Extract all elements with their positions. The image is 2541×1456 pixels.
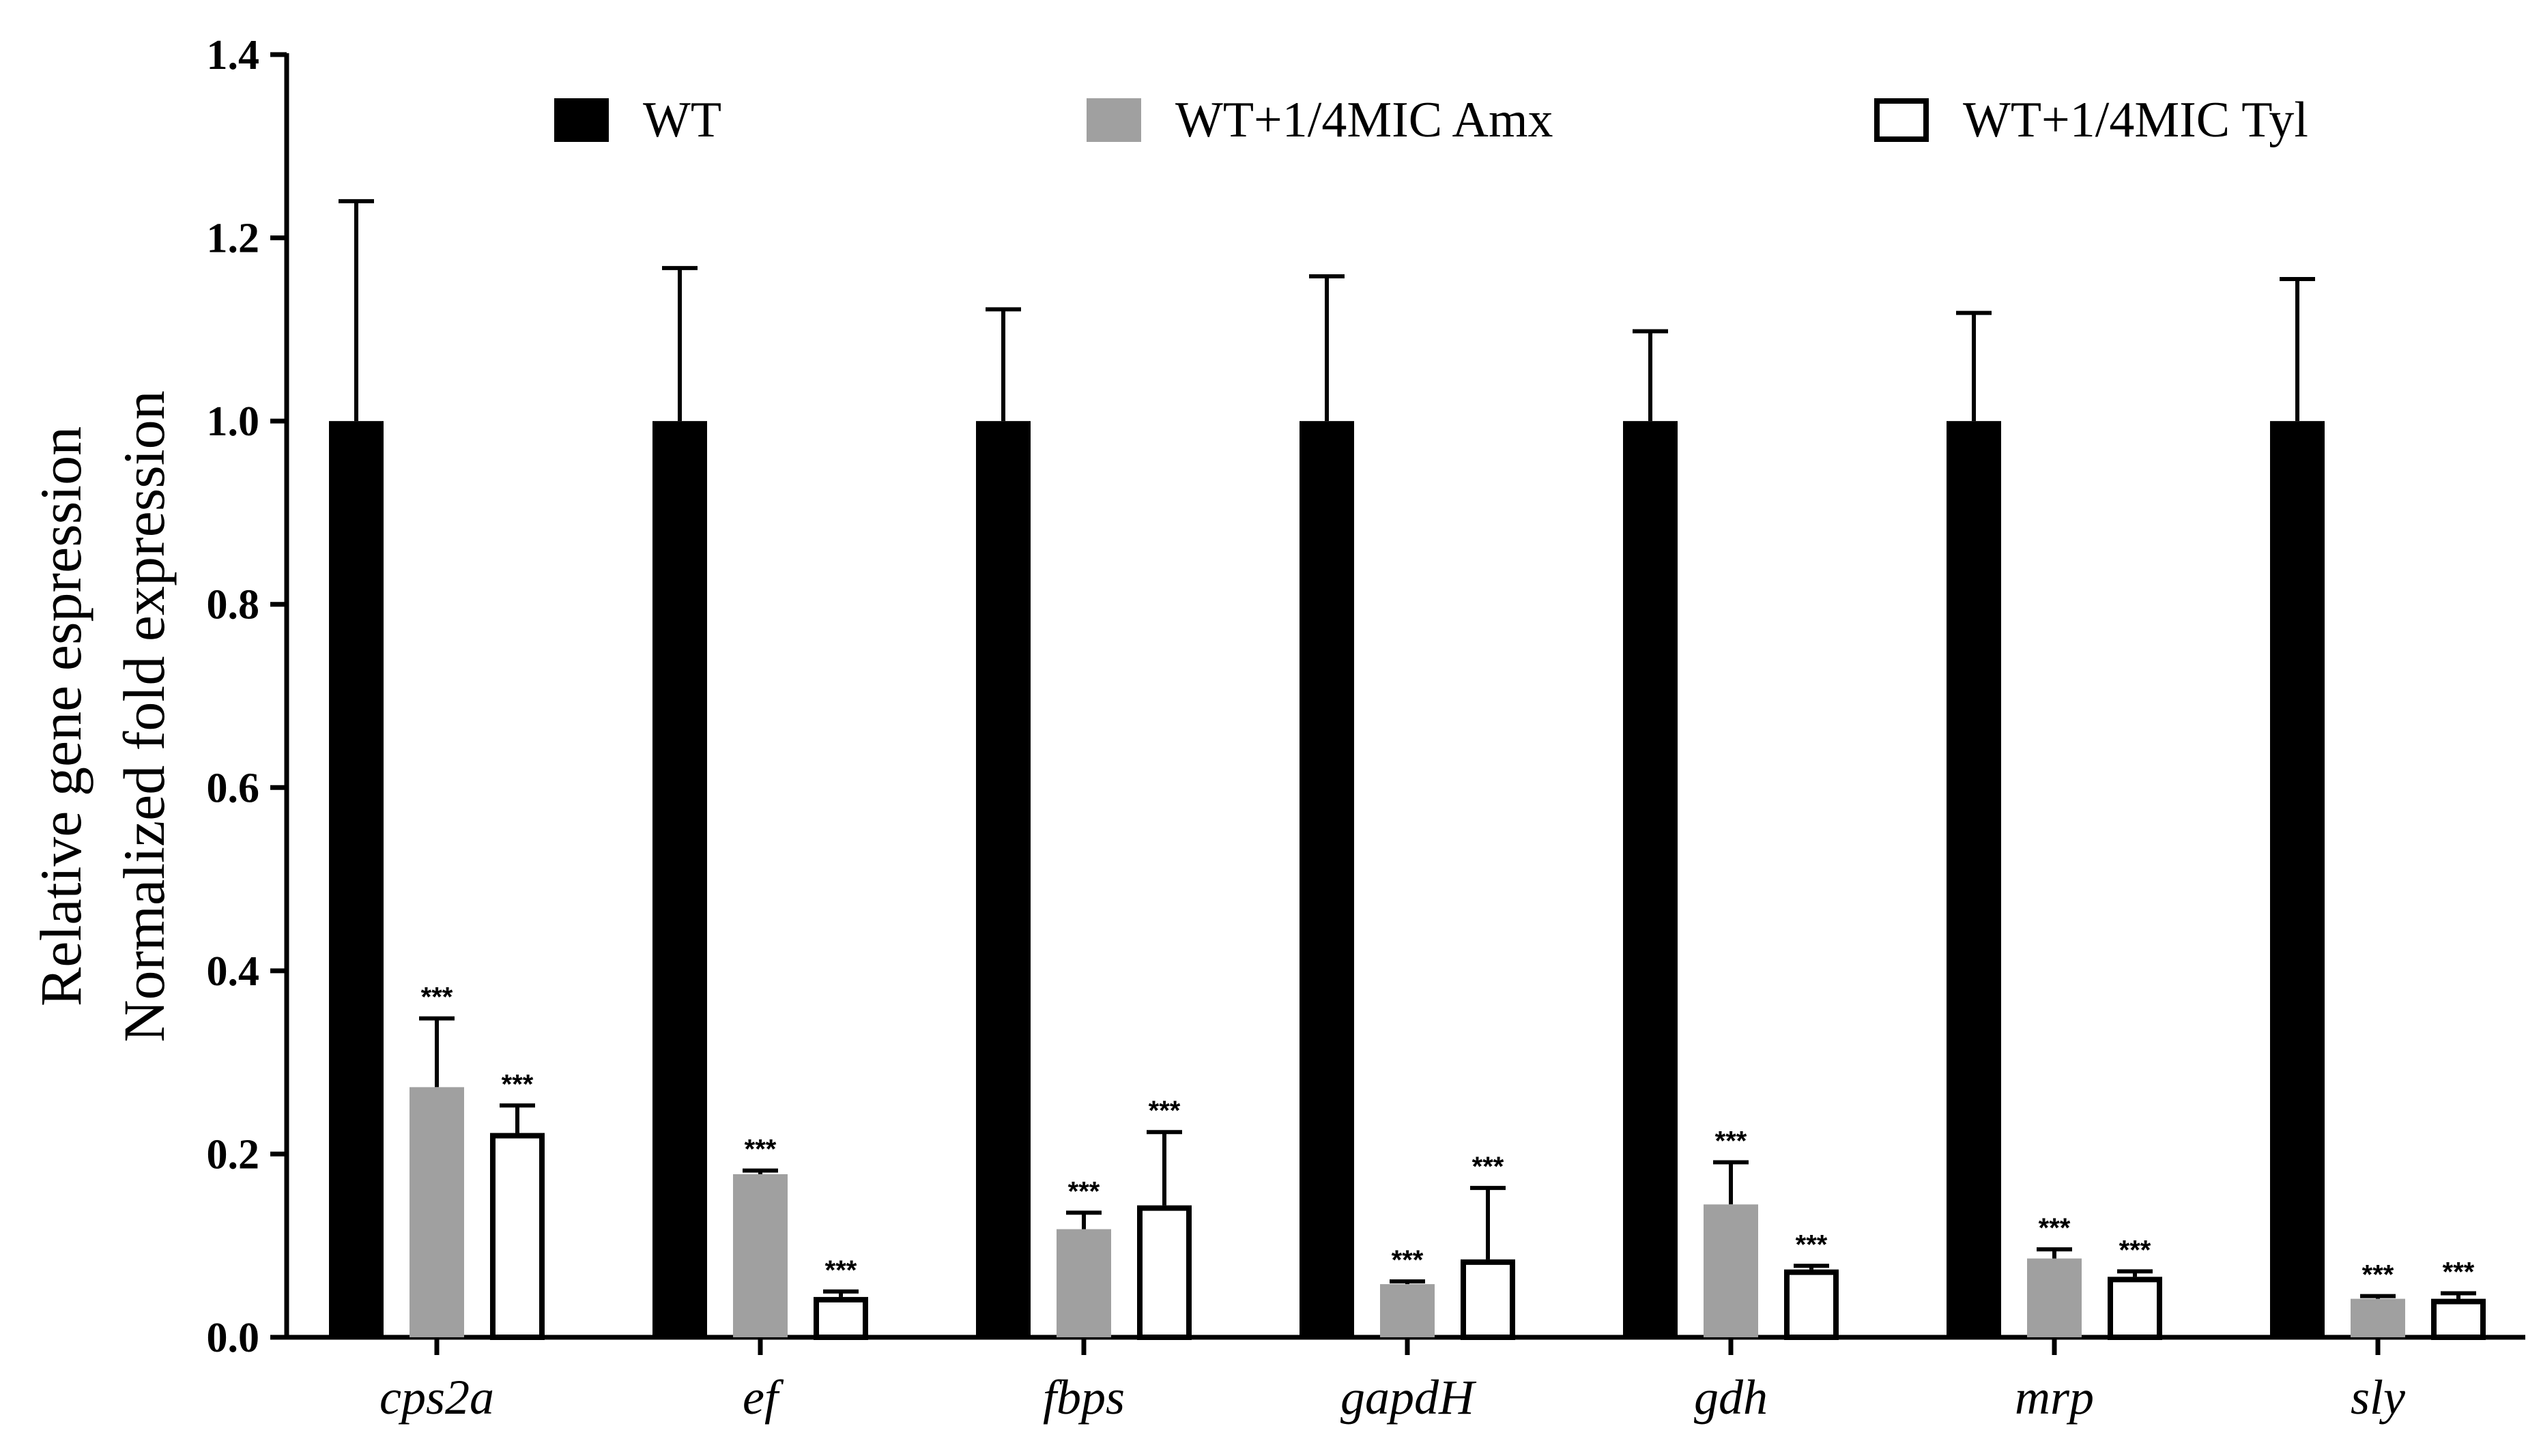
x-tick-label: sly	[2351, 1370, 2405, 1425]
y-axis-label: Relative gene espression Normalized fold …	[28, 390, 177, 1042]
bar-5-1	[2027, 1258, 2082, 1337]
significance-label: ***	[2443, 1257, 2475, 1287]
significance-label: ***	[1715, 1126, 1747, 1156]
significance-label: ***	[825, 1255, 857, 1285]
bar-6-2	[2431, 1298, 2486, 1340]
legend-swatch	[554, 98, 609, 142]
significance-label: ***	[421, 982, 453, 1013]
bar-4-1	[1704, 1204, 1758, 1337]
bar-1-0	[652, 421, 707, 1338]
significance-label: ***	[1068, 1176, 1100, 1206]
x-tick-label: fbps	[1043, 1370, 1125, 1425]
bar-2-2	[1137, 1205, 1192, 1340]
significance-label: ***	[2119, 1235, 2151, 1265]
significance-label: ***	[502, 1069, 534, 1099]
bar-6-1	[2351, 1298, 2405, 1337]
bar-1-2	[814, 1296, 868, 1341]
significance-label: ***	[1392, 1245, 1424, 1275]
significance-label: ***	[1472, 1152, 1504, 1182]
significance-label: ***	[2362, 1260, 2394, 1290]
x-tick-label: mrp	[2015, 1370, 2094, 1425]
bar-3-1	[1380, 1284, 1435, 1337]
axes: 0.0 0.2 0.4 0.6 0.8 1.0 1.2 1.4 cps2a ef fbps gapdH…	[207, 32, 2525, 1425]
y-tick-label: 1.0	[207, 398, 260, 445]
bar-0-1	[410, 1087, 464, 1337]
legend-label: WT+1/4MIC Amx	[1175, 92, 1553, 148]
bar-0-2	[490, 1133, 545, 1340]
bar-4-2	[1784, 1269, 1839, 1340]
bar-5-2	[2108, 1277, 2162, 1341]
significance-label: ***	[1149, 1096, 1181, 1126]
significance-label: ***	[745, 1135, 777, 1165]
y-tick-label: 0.0	[207, 1315, 260, 1361]
bar-0-0	[329, 421, 384, 1338]
x-tick-label: gapdH	[1340, 1370, 1477, 1425]
x-tick-label: cps2a	[379, 1370, 494, 1425]
legend-swatch	[1874, 98, 1929, 142]
y-tick-label: 0.8	[207, 582, 260, 628]
y-tick-label: 0.6	[207, 765, 260, 811]
y-tick-label: 1.2	[207, 216, 260, 262]
x-tick-label: gdh	[1694, 1370, 1768, 1425]
legend-swatch	[1087, 98, 1141, 142]
x-tick-label: ef	[743, 1370, 784, 1425]
bar-6-0	[2270, 421, 2325, 1338]
bar-2-0	[976, 421, 1031, 1338]
bar-5-0	[1947, 421, 2001, 1338]
bars: *** *** *** *** *** *** *** *** *** *** *** *** *** *…	[329, 199, 2486, 1341]
bar-4-0	[1623, 421, 1678, 1338]
y-tick-label: 1.4	[207, 32, 260, 78]
significance-label: ***	[2039, 1213, 2071, 1243]
y-tick-label: 0.4	[207, 948, 260, 995]
bar-1-1	[733, 1174, 788, 1337]
bar-2-1	[1057, 1229, 1111, 1337]
significance-label: ***	[1796, 1229, 1828, 1260]
y-axis-label-line: Relative gene espression	[28, 426, 94, 1006]
bar-3-0	[1300, 421, 1354, 1338]
bar-3-2	[1461, 1259, 1515, 1341]
y-tick-label: 0.2	[207, 1131, 260, 1178]
legend-label: WT+1/4MIC Tyl	[1963, 92, 2308, 148]
legend-label: WT	[643, 92, 721, 148]
y-axis-label-line: Normalized fold expression	[111, 390, 177, 1042]
legend: WT WT+1/4MIC Amx WT+1/4MIC Tyl	[554, 92, 2308, 148]
